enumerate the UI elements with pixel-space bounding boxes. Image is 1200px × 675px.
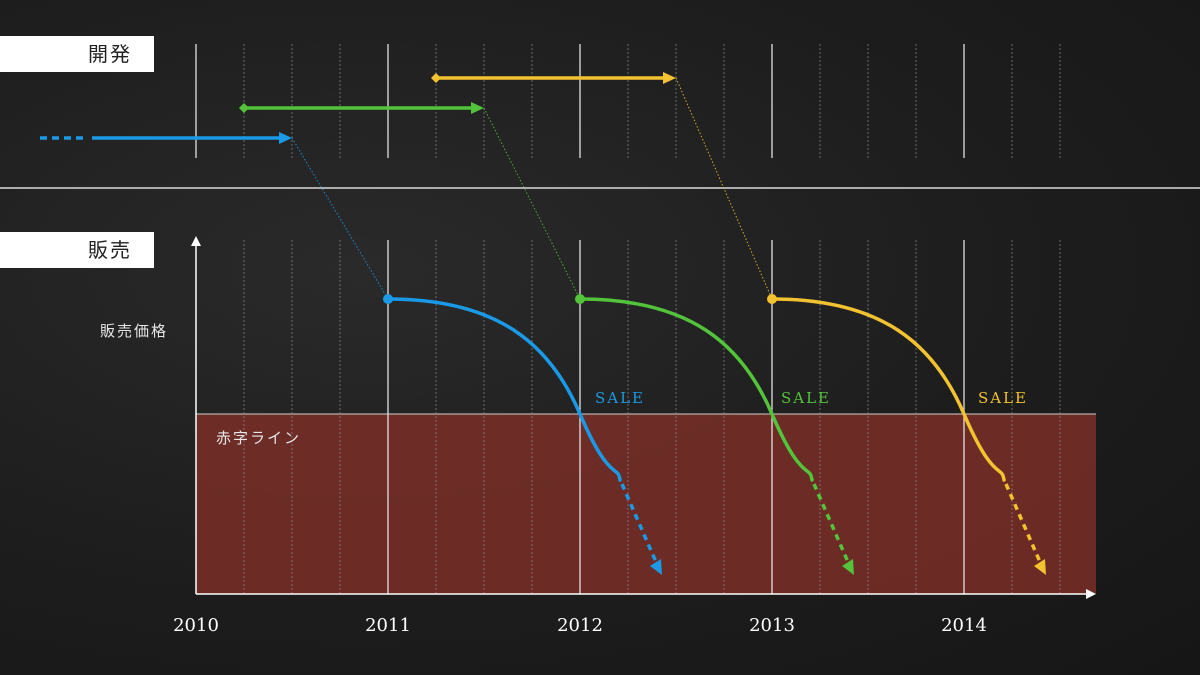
development-section-label: 開発 — [0, 36, 154, 72]
dev-arrowhead — [471, 102, 484, 114]
year-label-2013: 2013 — [749, 615, 795, 636]
sale-label-green: SALE — [781, 389, 831, 407]
loss-zone-label: 赤字ライン — [216, 429, 301, 447]
year-label-2010: 2010 — [173, 615, 219, 636]
release-point — [575, 294, 585, 304]
sale-label-blue: SALE — [595, 389, 645, 407]
year-label-2012: 2012 — [557, 615, 603, 636]
dev-start-diamond — [431, 73, 441, 83]
sale-label-yellow: SALE — [978, 389, 1028, 407]
sales-section-label: 販売 — [0, 232, 154, 268]
year-label-2011: 2011 — [365, 615, 411, 636]
dev-arrowhead — [279, 132, 292, 144]
product-yellow — [431, 72, 1046, 575]
dev-arrowhead — [663, 72, 676, 84]
product-blue — [40, 132, 662, 575]
price-curve-dashed-tail — [620, 483, 658, 563]
price-curve-dashed-tail — [1004, 483, 1042, 563]
sale-labels: SALE SALE SALE — [595, 389, 1028, 407]
development-grid — [195, 44, 1061, 158]
loss-zone — [196, 414, 1096, 594]
y-axis-arrowhead — [191, 236, 201, 246]
x-axis-arrowhead — [1086, 589, 1096, 599]
product-green — [239, 102, 854, 575]
release-connector — [291, 137, 389, 300]
y-axis-label: 販売価格 — [100, 322, 168, 340]
price-curve — [770, 297, 1006, 482]
release-connector — [483, 107, 581, 300]
price-curve-arrowhead — [650, 559, 662, 575]
price-curve-arrowhead — [1034, 559, 1046, 575]
year-label-2014: 2014 — [941, 615, 987, 636]
price-curve-dashed-tail — [812, 483, 850, 563]
product-lines — [40, 72, 1046, 575]
price-curve — [578, 297, 814, 482]
price-curve-arrowhead — [842, 559, 854, 575]
release-point — [383, 294, 393, 304]
dev-start-diamond — [239, 103, 249, 113]
year-labels: 2010 2011 2012 2013 2014 — [173, 615, 987, 636]
release-connector — [675, 77, 773, 300]
release-point — [767, 294, 777, 304]
price-curve — [386, 297, 622, 482]
